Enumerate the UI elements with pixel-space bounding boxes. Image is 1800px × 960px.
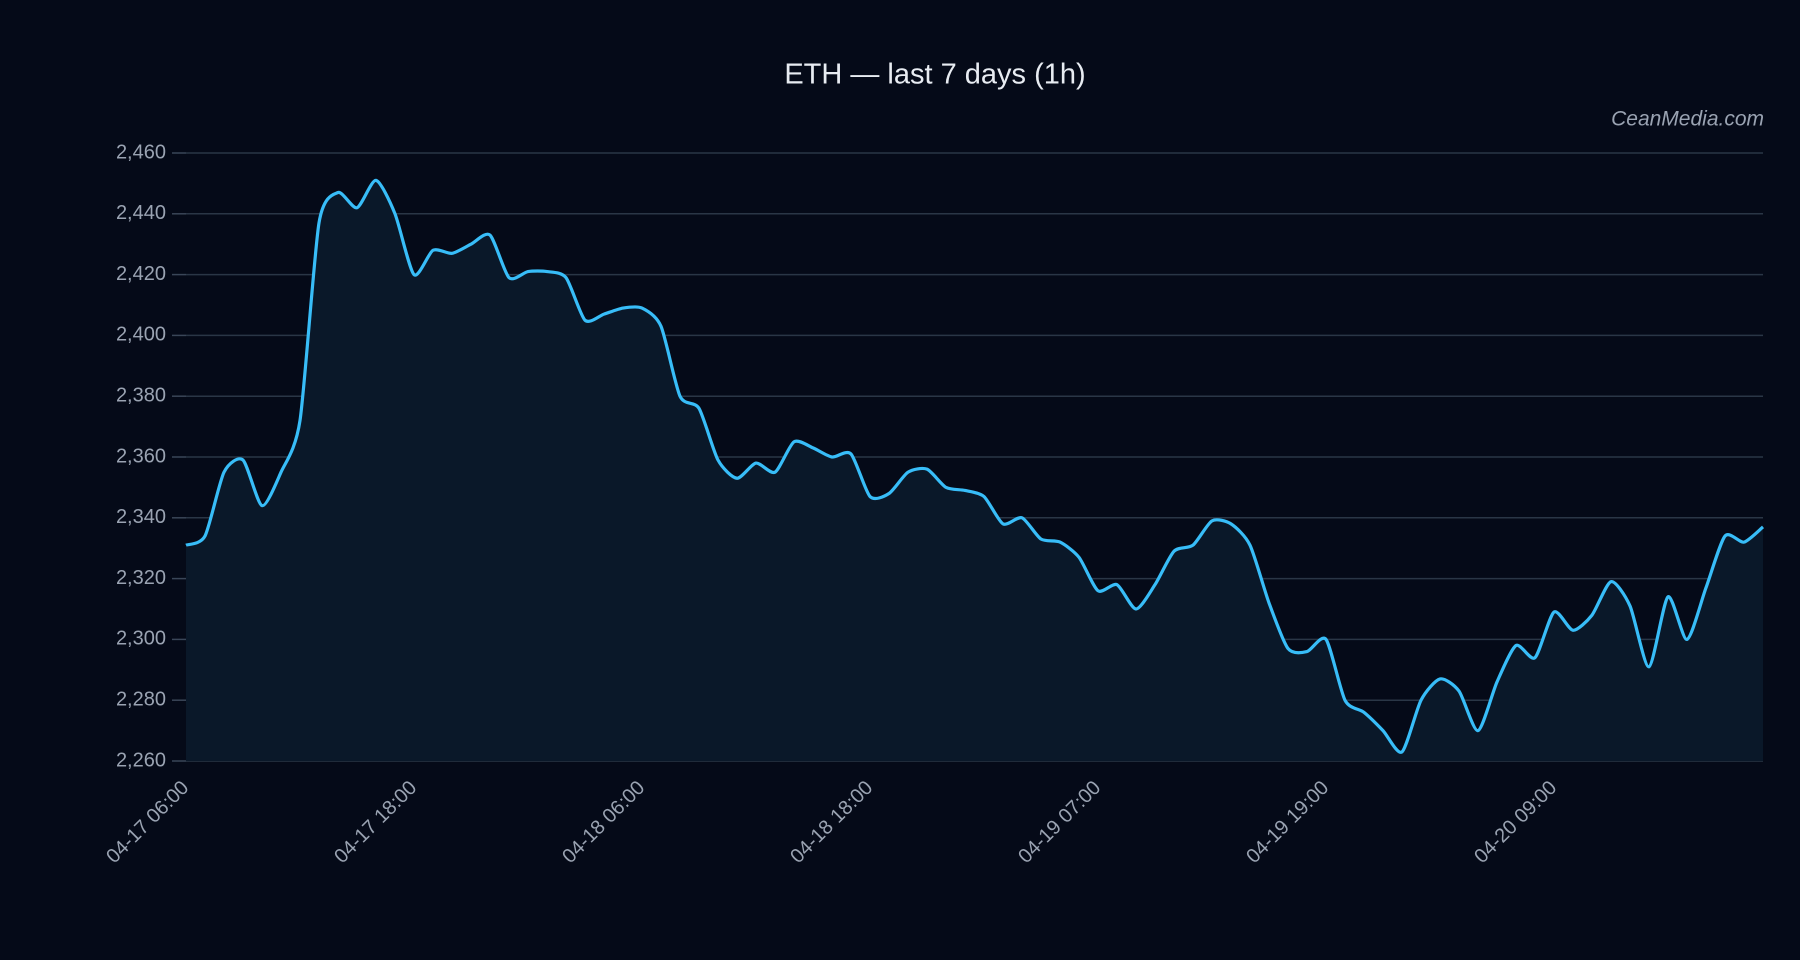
- chart-title: ETH — last 7 days (1h): [784, 59, 1085, 91]
- y-tick-label: 2,280: [116, 688, 166, 710]
- y-tick-label: 2,360: [116, 445, 166, 467]
- y-tick-label: 2,340: [116, 506, 166, 528]
- y-tick-label: 2,300: [116, 628, 166, 650]
- y-tick-label: 2,420: [116, 263, 166, 285]
- watermark: CeanMedia.com: [1611, 108, 1764, 131]
- y-tick-label: 2,320: [116, 567, 166, 589]
- area-fill: [186, 180, 1763, 762]
- y-tick-label: 2,260: [116, 749, 166, 771]
- y-tick-label: 2,380: [116, 384, 166, 406]
- y-tick-label: 2,440: [116, 202, 166, 224]
- y-tick-label: 2,460: [116, 141, 166, 163]
- y-tick-label: 2,400: [116, 324, 166, 346]
- price-line: [185, 178, 1765, 754]
